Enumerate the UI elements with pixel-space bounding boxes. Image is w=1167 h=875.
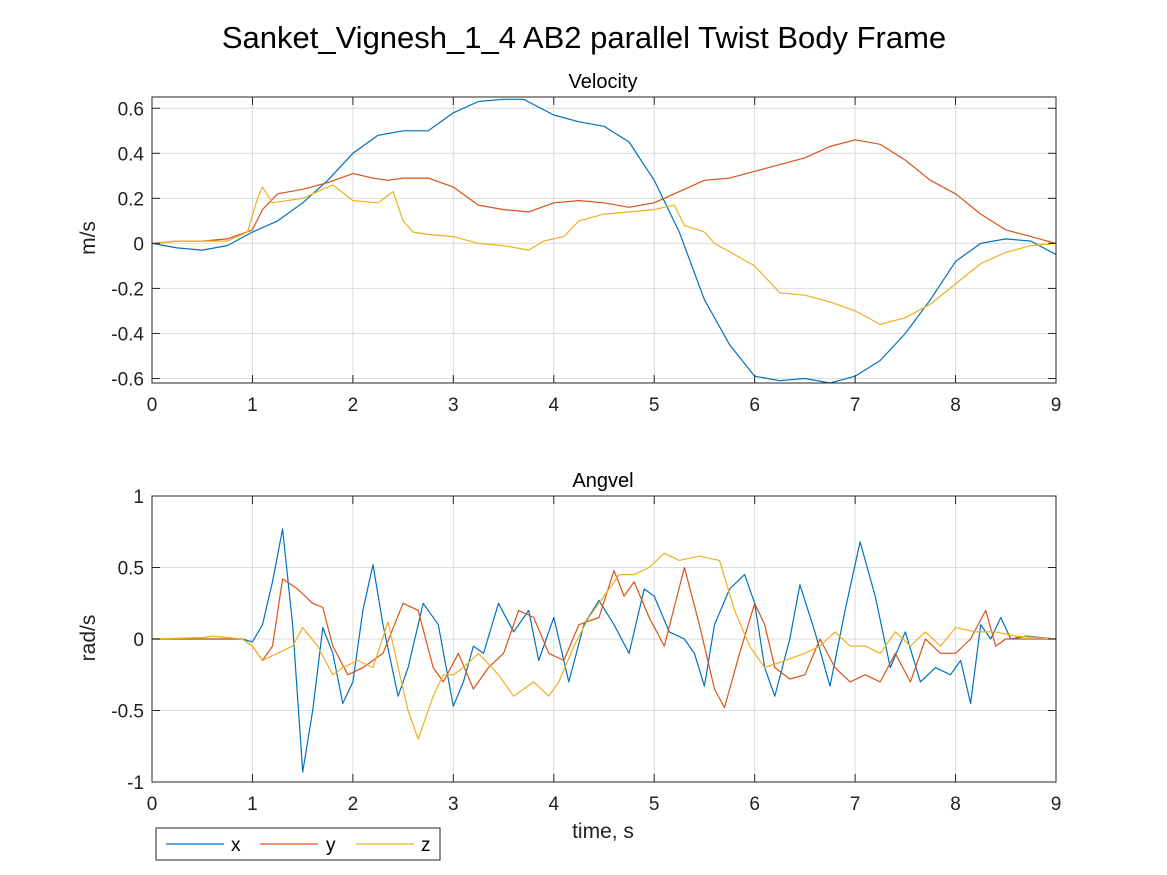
- angvel-xtick-label: 9: [1051, 794, 1062, 815]
- legend-label-z: z: [421, 835, 431, 856]
- angvel-xtick-label: 6: [749, 794, 760, 815]
- legend: x y z: [155, 827, 441, 861]
- velocity-title: Velocity: [569, 71, 638, 93]
- angvel-xtick-label: 5: [649, 794, 660, 815]
- legend-label-y: y: [326, 835, 336, 856]
- velocity-series-y: [152, 139, 1056, 244]
- velocity-xtick-label: 3: [448, 395, 459, 416]
- velocity-ytick-label: 0.6: [118, 99, 144, 120]
- angvel-panel: Angvel rad/s time, s 0 1 2 3 4 5 6 7 8 9 -1 -0.5 0 0.…: [77, 470, 1061, 843]
- velocity-panel: Velocity m/s 0 1 2 3 4 5 6 7 8 9 -0.6 -0.4 -0.2 0 0.2 0…: [77, 71, 1061, 416]
- angvel-xtick-label: 7: [850, 794, 861, 815]
- velocity-xtick-label: 6: [749, 395, 760, 416]
- angvel-series-y: [152, 566, 1056, 709]
- velocity-xtick-label: 2: [348, 395, 359, 416]
- angvel-series-z: [152, 552, 1056, 740]
- velocity-plot-area: [152, 97, 1056, 383]
- velocity-ytick-label: -0.4: [111, 324, 144, 345]
- velocity-xtick-label: 5: [649, 395, 660, 416]
- angvel-xtick-label: 2: [348, 794, 359, 815]
- angvel-xtick-label: 4: [548, 794, 559, 815]
- velocity-ytick-label: -0.6: [111, 369, 144, 390]
- legend-label-x: x: [231, 835, 241, 856]
- figure-title: Sanket_Vignesh_1_4 AB2 parallel Twist Bo…: [222, 20, 946, 55]
- velocity-axes-box: [151, 96, 1057, 384]
- velocity-ytick-label: 0: [133, 234, 144, 255]
- velocity-ytick-label: -0.2: [111, 279, 144, 300]
- angvel-ytick-label: -1: [127, 773, 144, 794]
- angvel-ytick-label: -0.5: [111, 702, 144, 723]
- angvel-ytick-label: 1: [133, 487, 144, 508]
- velocity-ytick-label: 0.4: [118, 144, 145, 165]
- velocity-xtick-label: 8: [950, 395, 961, 416]
- angvel-series-x: [152, 528, 1056, 773]
- angvel-xtick-label: 0: [147, 794, 158, 815]
- angvel-ytick-label: 0: [133, 630, 144, 651]
- velocity-xtick-label: 9: [1051, 395, 1062, 416]
- angvel-xtick-label: 3: [448, 794, 459, 815]
- angvel-xlabel: time, s: [572, 820, 634, 843]
- velocity-xtick-label: 0: [147, 395, 158, 416]
- velocity-ylabel: m/s: [77, 221, 100, 255]
- angvel-title: Angvel: [572, 470, 633, 492]
- velocity-xtick-label: 7: [850, 395, 861, 416]
- velocity-xtick-label: 1: [247, 395, 258, 416]
- velocity-xtick-label: 4: [548, 395, 559, 416]
- velocity-series-x: [152, 98, 1056, 383]
- velocity-series-z: [152, 184, 1056, 325]
- velocity-ytick-label: 0.2: [118, 189, 144, 210]
- angvel-xtick-label: 1: [247, 794, 258, 815]
- angvel-xtick-label: 8: [950, 794, 961, 815]
- angvel-ytick-label: 0.5: [118, 559, 144, 580]
- angvel-ylabel: rad/s: [77, 615, 100, 662]
